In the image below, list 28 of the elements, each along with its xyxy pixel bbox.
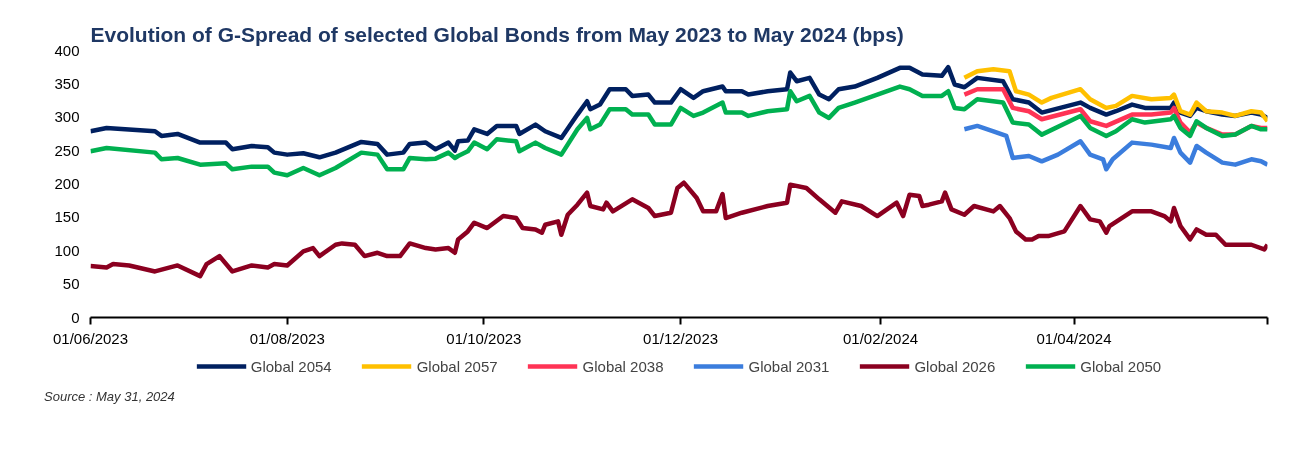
- chart-title: Evolution of G-Spread of selected Global Bonds from May 2023 to May 2024 (bps): [90, 22, 904, 46]
- y-tick-label: 350: [54, 74, 80, 92]
- line-series: [90, 180, 1268, 279]
- legend-label: Global 2054: [250, 357, 332, 375]
- x-tick-label: 01/02/2024: [843, 329, 919, 347]
- line-series: [962, 66, 1268, 124]
- x-tick-label: 01/10/2023: [446, 329, 522, 347]
- line-series: [90, 64, 1268, 160]
- x-tick-label: 01/08/2023: [249, 329, 325, 347]
- legend-label: Global 2026: [914, 357, 996, 375]
- legend-label: Global 2031: [748, 357, 830, 375]
- x-tick-label: 01/04/2024: [1036, 329, 1112, 347]
- legend-label: Global 2038: [582, 357, 664, 375]
- y-tick-label: 300: [54, 108, 80, 126]
- line-series: [962, 123, 1268, 172]
- y-tick-label: 400: [54, 41, 80, 59]
- y-tick-label: 150: [54, 208, 80, 226]
- line-series: [90, 84, 1268, 178]
- x-tick-label: 01/06/2023: [52, 329, 129, 347]
- source-note: Source : May 31, 2024: [44, 388, 175, 406]
- y-tick-label: 50: [62, 275, 80, 293]
- legend-label: Global 2057: [416, 357, 498, 375]
- y-tick-label: 250: [54, 141, 80, 159]
- y-tick-label: 200: [54, 175, 80, 192]
- legend-label: Global 2050: [1080, 357, 1162, 375]
- y-tick-label: 0: [71, 308, 80, 326]
- y-tick-label: 100: [54, 241, 80, 259]
- x-tick-label: 01/12/2023: [643, 329, 719, 347]
